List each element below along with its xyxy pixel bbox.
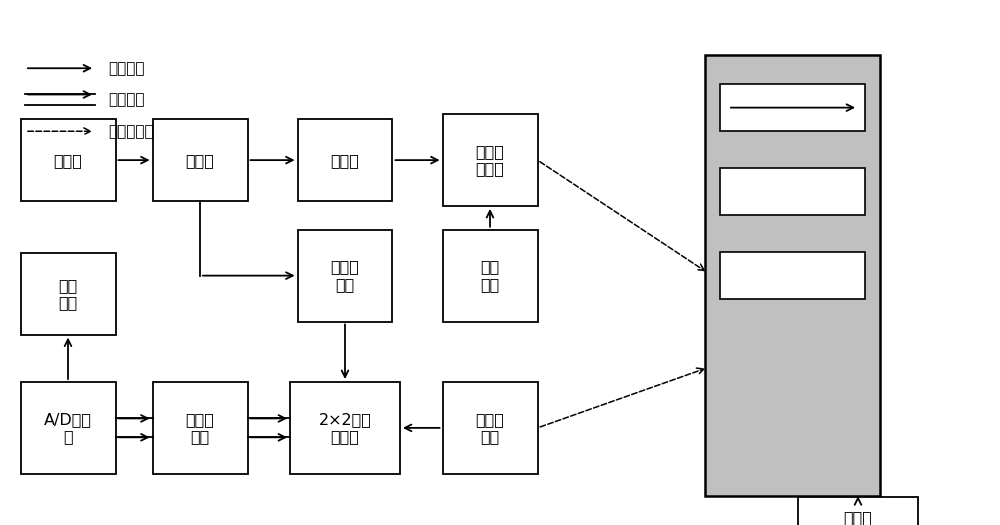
Text: 接收望
远镜: 接收望 远镜 bbox=[476, 412, 504, 444]
FancyBboxPatch shape bbox=[720, 168, 865, 215]
FancyBboxPatch shape bbox=[21, 120, 116, 201]
FancyBboxPatch shape bbox=[290, 382, 400, 474]
Text: 数据
处理: 数据 处理 bbox=[58, 278, 78, 310]
Text: A/D采集
卡: A/D采集 卡 bbox=[44, 412, 92, 444]
Text: 二维扫
描装置: 二维扫 描装置 bbox=[476, 144, 504, 176]
FancyBboxPatch shape bbox=[798, 498, 918, 525]
FancyBboxPatch shape bbox=[298, 120, 392, 201]
FancyBboxPatch shape bbox=[21, 254, 116, 335]
Text: 光纤传输: 光纤传输 bbox=[108, 61, 144, 76]
Text: 电缆传输: 电缆传输 bbox=[108, 92, 144, 107]
FancyBboxPatch shape bbox=[705, 55, 880, 496]
FancyBboxPatch shape bbox=[442, 230, 538, 321]
FancyBboxPatch shape bbox=[442, 382, 538, 474]
FancyBboxPatch shape bbox=[720, 252, 865, 299]
FancyBboxPatch shape bbox=[720, 84, 865, 131]
FancyBboxPatch shape bbox=[298, 230, 392, 321]
Text: 空间光传输: 空间光传输 bbox=[108, 124, 154, 139]
Text: 振动源: 振动源 bbox=[844, 510, 872, 524]
Text: 2×2光纤
耦合器: 2×2光纤 耦合器 bbox=[319, 412, 371, 444]
FancyBboxPatch shape bbox=[153, 120, 248, 201]
FancyBboxPatch shape bbox=[442, 114, 538, 206]
Text: 控制
驱动: 控制 驱动 bbox=[480, 259, 500, 292]
Text: 声光移
频器: 声光移 频器 bbox=[331, 259, 359, 292]
Text: 分束器: 分束器 bbox=[186, 153, 214, 167]
Text: 准直器: 准直器 bbox=[331, 153, 359, 167]
FancyBboxPatch shape bbox=[153, 382, 248, 474]
FancyBboxPatch shape bbox=[21, 382, 116, 474]
Text: 平衡探
测器: 平衡探 测器 bbox=[186, 412, 214, 444]
Text: 激光器: 激光器 bbox=[54, 153, 82, 167]
